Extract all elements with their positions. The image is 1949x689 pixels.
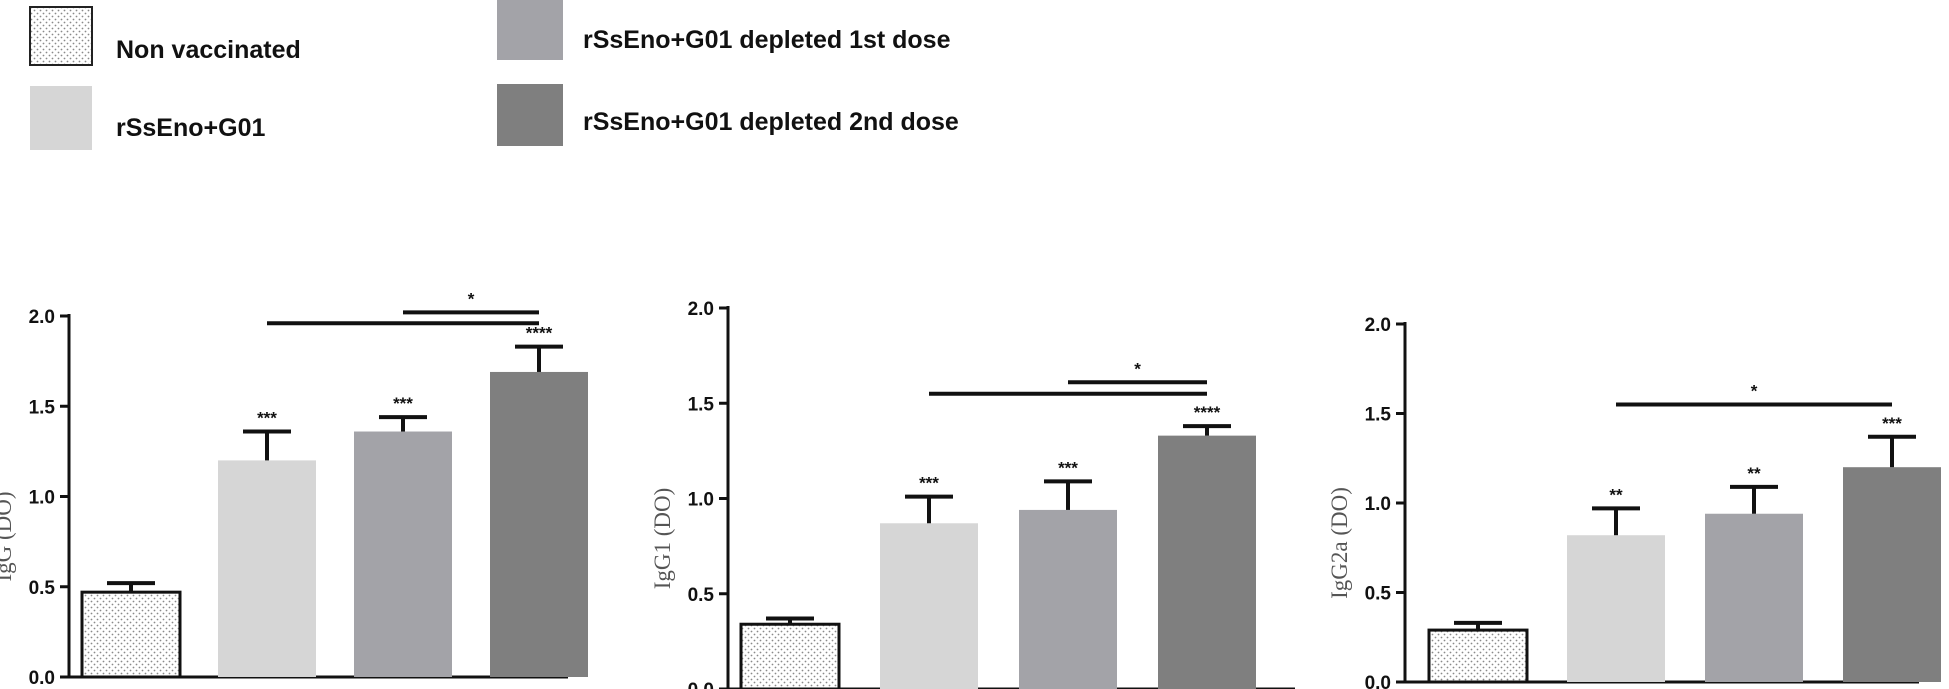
significance-label: ***: [1058, 458, 1078, 477]
y-tick-label: 2.0: [688, 299, 714, 320]
y-tick-label: 0.0: [29, 668, 55, 689]
legend-swatch: [497, 84, 563, 146]
significance-label: **: [1609, 485, 1623, 504]
y-tick-label: 0.0: [688, 680, 714, 689]
y-axis-label: IgG (DO): [0, 491, 16, 581]
legend-swatch: [29, 6, 93, 66]
legend-label: rSsEno+G01 depleted 1st dose: [583, 26, 951, 54]
legend-label: rSsEno+G01 depleted 2nd dose: [583, 108, 959, 136]
significance-label: ****: [1194, 403, 1221, 422]
bar: [880, 523, 978, 689]
bar: [1567, 535, 1665, 682]
bar: [1158, 435, 1256, 689]
bar: [218, 460, 316, 677]
significance-label: ****: [526, 324, 553, 343]
y-tick-label: 1.0: [1365, 494, 1391, 515]
bar: [354, 431, 452, 677]
y-tick-label: 2.0: [29, 307, 55, 328]
y-tick-label: 1.0: [29, 488, 55, 509]
significance-label: ***: [257, 409, 277, 428]
bar: [1427, 628, 1529, 684]
y-tick-label: 2.0: [1365, 315, 1391, 336]
y-axis-label: IgG2a (DO): [1327, 487, 1352, 599]
y-tick-label: 1.5: [29, 397, 56, 418]
y-tick-label: 0.0: [1365, 673, 1391, 689]
significance-label: **: [1747, 464, 1761, 483]
significance-label: ***: [1882, 414, 1902, 433]
significance-label: ***: [919, 474, 939, 493]
y-tick-label: 0.5: [29, 578, 56, 599]
bar: [1705, 513, 1803, 682]
bar: [80, 590, 182, 679]
comparison-label: *: [1134, 359, 1141, 378]
bar: [739, 622, 841, 689]
y-tick-label: 1.5: [1365, 405, 1392, 426]
legend-swatch: [30, 86, 92, 150]
bar: [490, 371, 588, 677]
y-axis-label: IgG1 (DO): [650, 488, 675, 590]
comparison-label: *: [468, 289, 475, 308]
significance-label: ***: [393, 394, 413, 413]
y-tick-label: 0.5: [1365, 584, 1392, 605]
legend-label: Non vaccinated: [116, 36, 301, 64]
bar: [1019, 509, 1117, 689]
comparison-label: *: [1751, 382, 1758, 401]
legend-swatch: [497, 0, 563, 60]
y-tick-label: 1.5: [688, 394, 715, 415]
legend: Non vaccinated rSsEno+G01 rSsEno+G01 deple…: [29, 0, 959, 150]
bar: [1843, 467, 1941, 682]
y-tick-label: 1.0: [688, 490, 714, 511]
y-tick-label: 0.5: [688, 585, 715, 606]
legend-label: rSsEno+G01: [116, 114, 265, 142]
